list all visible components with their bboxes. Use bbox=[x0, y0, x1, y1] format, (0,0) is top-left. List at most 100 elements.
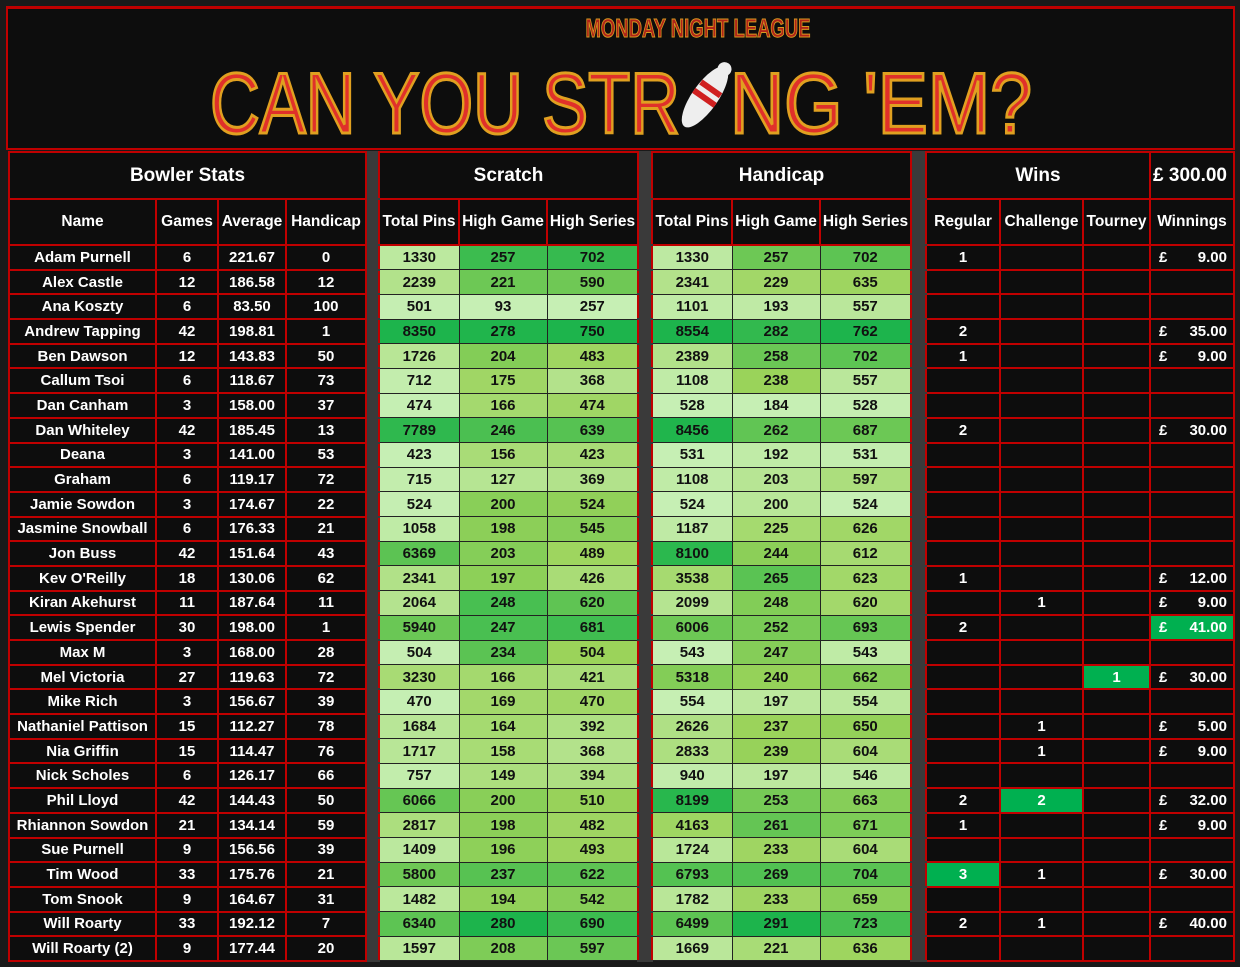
column-header-hcp-high-game[interactable]: High Game bbox=[731, 198, 821, 246]
cell-winnings[interactable] bbox=[1149, 441, 1235, 469]
cell-scratch-high-series[interactable]: 483 bbox=[546, 343, 639, 369]
cell-tourney[interactable] bbox=[1082, 910, 1151, 938]
column-header-average[interactable]: Average bbox=[217, 198, 287, 246]
cell-scratch-high-series[interactable]: 639 bbox=[546, 417, 639, 443]
cell-regular[interactable]: 2 bbox=[925, 318, 1001, 345]
cell-scratch-high-game[interactable]: 93 bbox=[458, 293, 548, 320]
cell-name[interactable]: Callum Tsoi bbox=[8, 367, 157, 395]
cell-average[interactable]: 185.45 bbox=[217, 416, 287, 444]
cell-scratch-high-series[interactable]: 690 bbox=[546, 911, 639, 937]
cell-games[interactable]: 3 bbox=[155, 441, 219, 469]
cell-regular[interactable]: 3 bbox=[925, 861, 1001, 888]
cell-handicap[interactable]: 53 bbox=[285, 441, 367, 469]
cell-handicap[interactable]: 100 bbox=[285, 293, 367, 321]
cell-challenge[interactable] bbox=[999, 318, 1084, 345]
cell-scratch-high-game[interactable]: 198 bbox=[458, 812, 548, 838]
cell-scratch-total-pins[interactable]: 2341 bbox=[378, 565, 460, 592]
cell-handicap[interactable]: 37 bbox=[285, 392, 367, 419]
cell-tourney[interactable] bbox=[1082, 688, 1151, 716]
cell-scratch-high-game[interactable]: 149 bbox=[458, 762, 548, 789]
cell-handicap[interactable]: 50 bbox=[285, 787, 367, 814]
cell-scratch-high-game[interactable]: 197 bbox=[458, 565, 548, 592]
cell-scratch-high-series[interactable]: 510 bbox=[546, 787, 639, 814]
cell-games[interactable]: 15 bbox=[155, 737, 219, 765]
cell-scratch-total-pins[interactable]: 715 bbox=[378, 466, 460, 493]
cell-hcp-total-pins[interactable]: 8456 bbox=[651, 417, 733, 443]
cell-name[interactable]: Nia Griffin bbox=[8, 737, 157, 765]
cell-name[interactable]: Ana Koszty bbox=[8, 293, 157, 321]
cell-games[interactable]: 9 bbox=[155, 885, 219, 913]
cell-hcp-total-pins[interactable]: 2341 bbox=[651, 269, 733, 295]
cell-average[interactable]: 156.56 bbox=[217, 836, 287, 864]
cell-hcp-high-game[interactable]: 252 bbox=[731, 614, 821, 641]
cell-games[interactable]: 6 bbox=[155, 466, 219, 493]
cell-regular[interactable] bbox=[925, 713, 1001, 740]
cell-challenge[interactable] bbox=[999, 342, 1084, 370]
cell-regular[interactable] bbox=[925, 515, 1001, 543]
cell-scratch-high-series[interactable]: 524 bbox=[546, 491, 639, 518]
cell-winnings[interactable]: £5.00 bbox=[1149, 713, 1235, 740]
column-header-hcp-high-series[interactable]: High Series bbox=[819, 198, 912, 246]
cell-hcp-high-game[interactable]: 265 bbox=[731, 565, 821, 592]
cell-scratch-high-game[interactable]: 204 bbox=[458, 343, 548, 369]
cell-handicap[interactable]: 62 bbox=[285, 564, 367, 592]
cell-games[interactable]: 27 bbox=[155, 663, 219, 691]
cell-hcp-high-series[interactable]: 531 bbox=[819, 442, 912, 468]
cell-challenge[interactable] bbox=[999, 540, 1084, 567]
cell-regular[interactable] bbox=[925, 392, 1001, 419]
cell-challenge[interactable] bbox=[999, 564, 1084, 592]
cell-scratch-high-series[interactable]: 368 bbox=[546, 738, 639, 764]
cell-handicap[interactable]: 1 bbox=[285, 318, 367, 345]
cell-winnings[interactable]: £12.00 bbox=[1149, 564, 1235, 592]
cell-hcp-total-pins[interactable]: 2626 bbox=[651, 713, 733, 740]
cell-average[interactable]: 221.67 bbox=[217, 244, 287, 271]
cell-scratch-high-game[interactable]: 247 bbox=[458, 614, 548, 641]
cell-handicap[interactable]: 50 bbox=[285, 342, 367, 370]
cell-hcp-high-series[interactable]: 636 bbox=[819, 935, 912, 962]
cell-games[interactable]: 21 bbox=[155, 811, 219, 839]
cell-hcp-high-series[interactable]: 620 bbox=[819, 590, 912, 616]
cell-scratch-total-pins[interactable]: 6340 bbox=[378, 911, 460, 937]
cell-hcp-high-game[interactable]: 192 bbox=[731, 442, 821, 468]
cell-average[interactable]: 114.47 bbox=[217, 737, 287, 765]
cell-scratch-high-series[interactable]: 426 bbox=[546, 565, 639, 592]
cell-hcp-high-game[interactable]: 248 bbox=[731, 590, 821, 616]
cell-name[interactable]: Dan Whiteley bbox=[8, 416, 157, 444]
cell-scratch-high-game[interactable]: 237 bbox=[458, 861, 548, 888]
column-header-hcp-total-pins[interactable]: Total Pins bbox=[651, 198, 733, 246]
cell-tourney[interactable] bbox=[1082, 466, 1151, 493]
cell-hcp-total-pins[interactable]: 1187 bbox=[651, 516, 733, 542]
cell-average[interactable]: 144.43 bbox=[217, 787, 287, 814]
cell-name[interactable]: Phil Lloyd bbox=[8, 787, 157, 814]
cell-hcp-high-game[interactable]: 193 bbox=[731, 293, 821, 320]
cell-winnings[interactable] bbox=[1149, 836, 1235, 864]
cell-tourney[interactable]: 1 bbox=[1082, 663, 1151, 691]
cell-scratch-total-pins[interactable]: 1330 bbox=[378, 244, 460, 271]
cell-challenge[interactable]: 1 bbox=[999, 910, 1084, 938]
cell-hcp-total-pins[interactable]: 6499 bbox=[651, 911, 733, 937]
cell-average[interactable]: 151.64 bbox=[217, 540, 287, 567]
cell-challenge[interactable]: 1 bbox=[999, 589, 1084, 617]
cell-hcp-total-pins[interactable]: 2389 bbox=[651, 343, 733, 369]
cell-hcp-total-pins[interactable]: 8100 bbox=[651, 540, 733, 567]
cell-scratch-high-series[interactable]: 545 bbox=[546, 516, 639, 542]
cell-regular[interactable]: 2 bbox=[925, 416, 1001, 444]
cell-games[interactable]: 6 bbox=[155, 244, 219, 271]
cell-scratch-total-pins[interactable]: 5800 bbox=[378, 861, 460, 888]
column-header-tourney[interactable]: Tourney bbox=[1082, 198, 1151, 246]
cell-average[interactable]: 175.76 bbox=[217, 861, 287, 888]
cell-name[interactable]: Jasmine Snowball bbox=[8, 515, 157, 543]
cell-tourney[interactable] bbox=[1082, 713, 1151, 740]
cell-handicap[interactable]: 72 bbox=[285, 466, 367, 493]
cell-hcp-high-series[interactable]: 543 bbox=[819, 639, 912, 666]
cell-regular[interactable] bbox=[925, 663, 1001, 691]
cell-average[interactable]: 198.81 bbox=[217, 318, 287, 345]
cell-hcp-total-pins[interactable]: 1724 bbox=[651, 837, 733, 863]
cell-winnings[interactable]: £9.00 bbox=[1149, 589, 1235, 617]
cell-average[interactable]: 192.12 bbox=[217, 910, 287, 938]
cell-scratch-high-series[interactable]: 590 bbox=[546, 269, 639, 295]
cell-hcp-high-series[interactable]: 663 bbox=[819, 787, 912, 814]
cell-name[interactable]: Mel Victoria bbox=[8, 663, 157, 691]
cell-games[interactable]: 18 bbox=[155, 564, 219, 592]
cell-hcp-high-game[interactable]: 282 bbox=[731, 318, 821, 345]
